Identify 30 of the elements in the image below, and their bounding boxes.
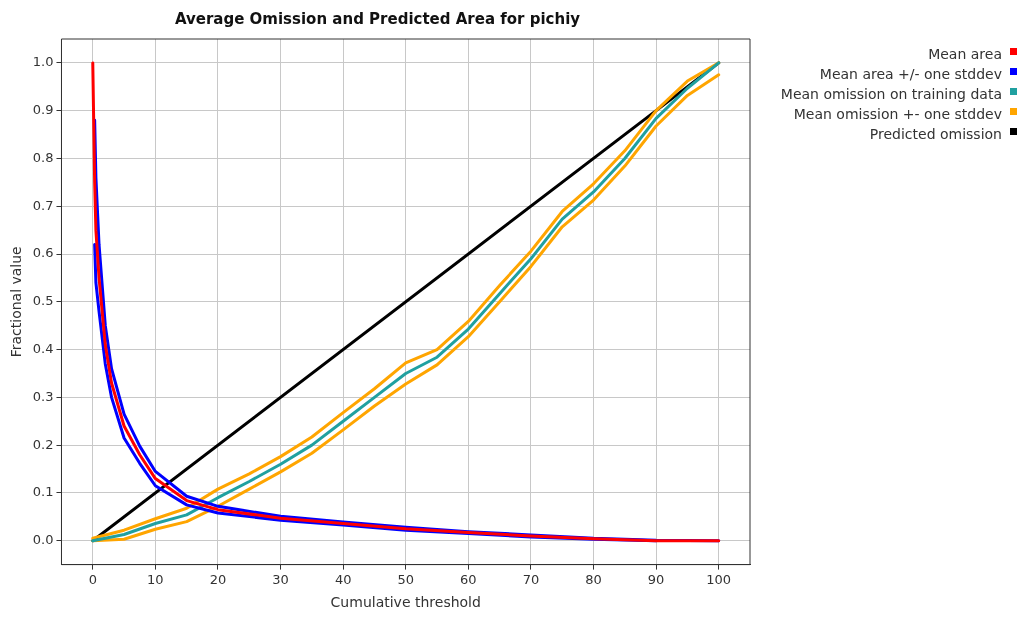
y-tick-label: 0.9 xyxy=(32,102,54,118)
y-tick-label: 0.2 xyxy=(32,436,54,452)
x-tick-label: 90 xyxy=(647,571,665,587)
y-tick-label: 0.6 xyxy=(32,245,54,261)
x-tick-label: 100 xyxy=(706,571,732,587)
y-tick-label: 0.3 xyxy=(32,388,54,404)
x-tick-label: 10 xyxy=(147,571,164,587)
legend-label: Predicted omission xyxy=(869,126,1002,142)
x-tick-label: 80 xyxy=(585,571,602,587)
x-tick-label: 60 xyxy=(460,571,477,587)
y-tick-label: 0.4 xyxy=(32,340,54,356)
legend-label: Mean omission +- one stddev xyxy=(793,106,1002,122)
y-axis-title: Fractional value xyxy=(8,246,25,358)
x-tick-label: 20 xyxy=(209,571,227,587)
y-tick-label: 0.5 xyxy=(32,293,54,309)
x-tick-label: 50 xyxy=(397,571,415,587)
x-tick-label: 40 xyxy=(334,571,352,587)
x-axis-title: Cumulative threshold xyxy=(330,594,481,611)
y-tick-label: 0.1 xyxy=(32,484,54,500)
x-tick-label: 70 xyxy=(522,571,540,587)
y-tick-label: 0.0 xyxy=(32,532,54,548)
legend-label: Mean omission on training data xyxy=(780,86,1002,102)
y-tick-label: 1.0 xyxy=(32,54,54,70)
y-tick-label: 0.7 xyxy=(32,197,54,213)
y-tick-label: 0.8 xyxy=(32,149,54,165)
x-tick-label: 0 xyxy=(88,571,97,587)
legend-label: Mean area xyxy=(928,46,1002,62)
chart-title: Average Omission and Predicted Area for pichiy xyxy=(174,9,581,28)
x-tick-label: 30 xyxy=(272,571,289,587)
legend-label: Mean area +/- one stddev xyxy=(819,66,1002,82)
